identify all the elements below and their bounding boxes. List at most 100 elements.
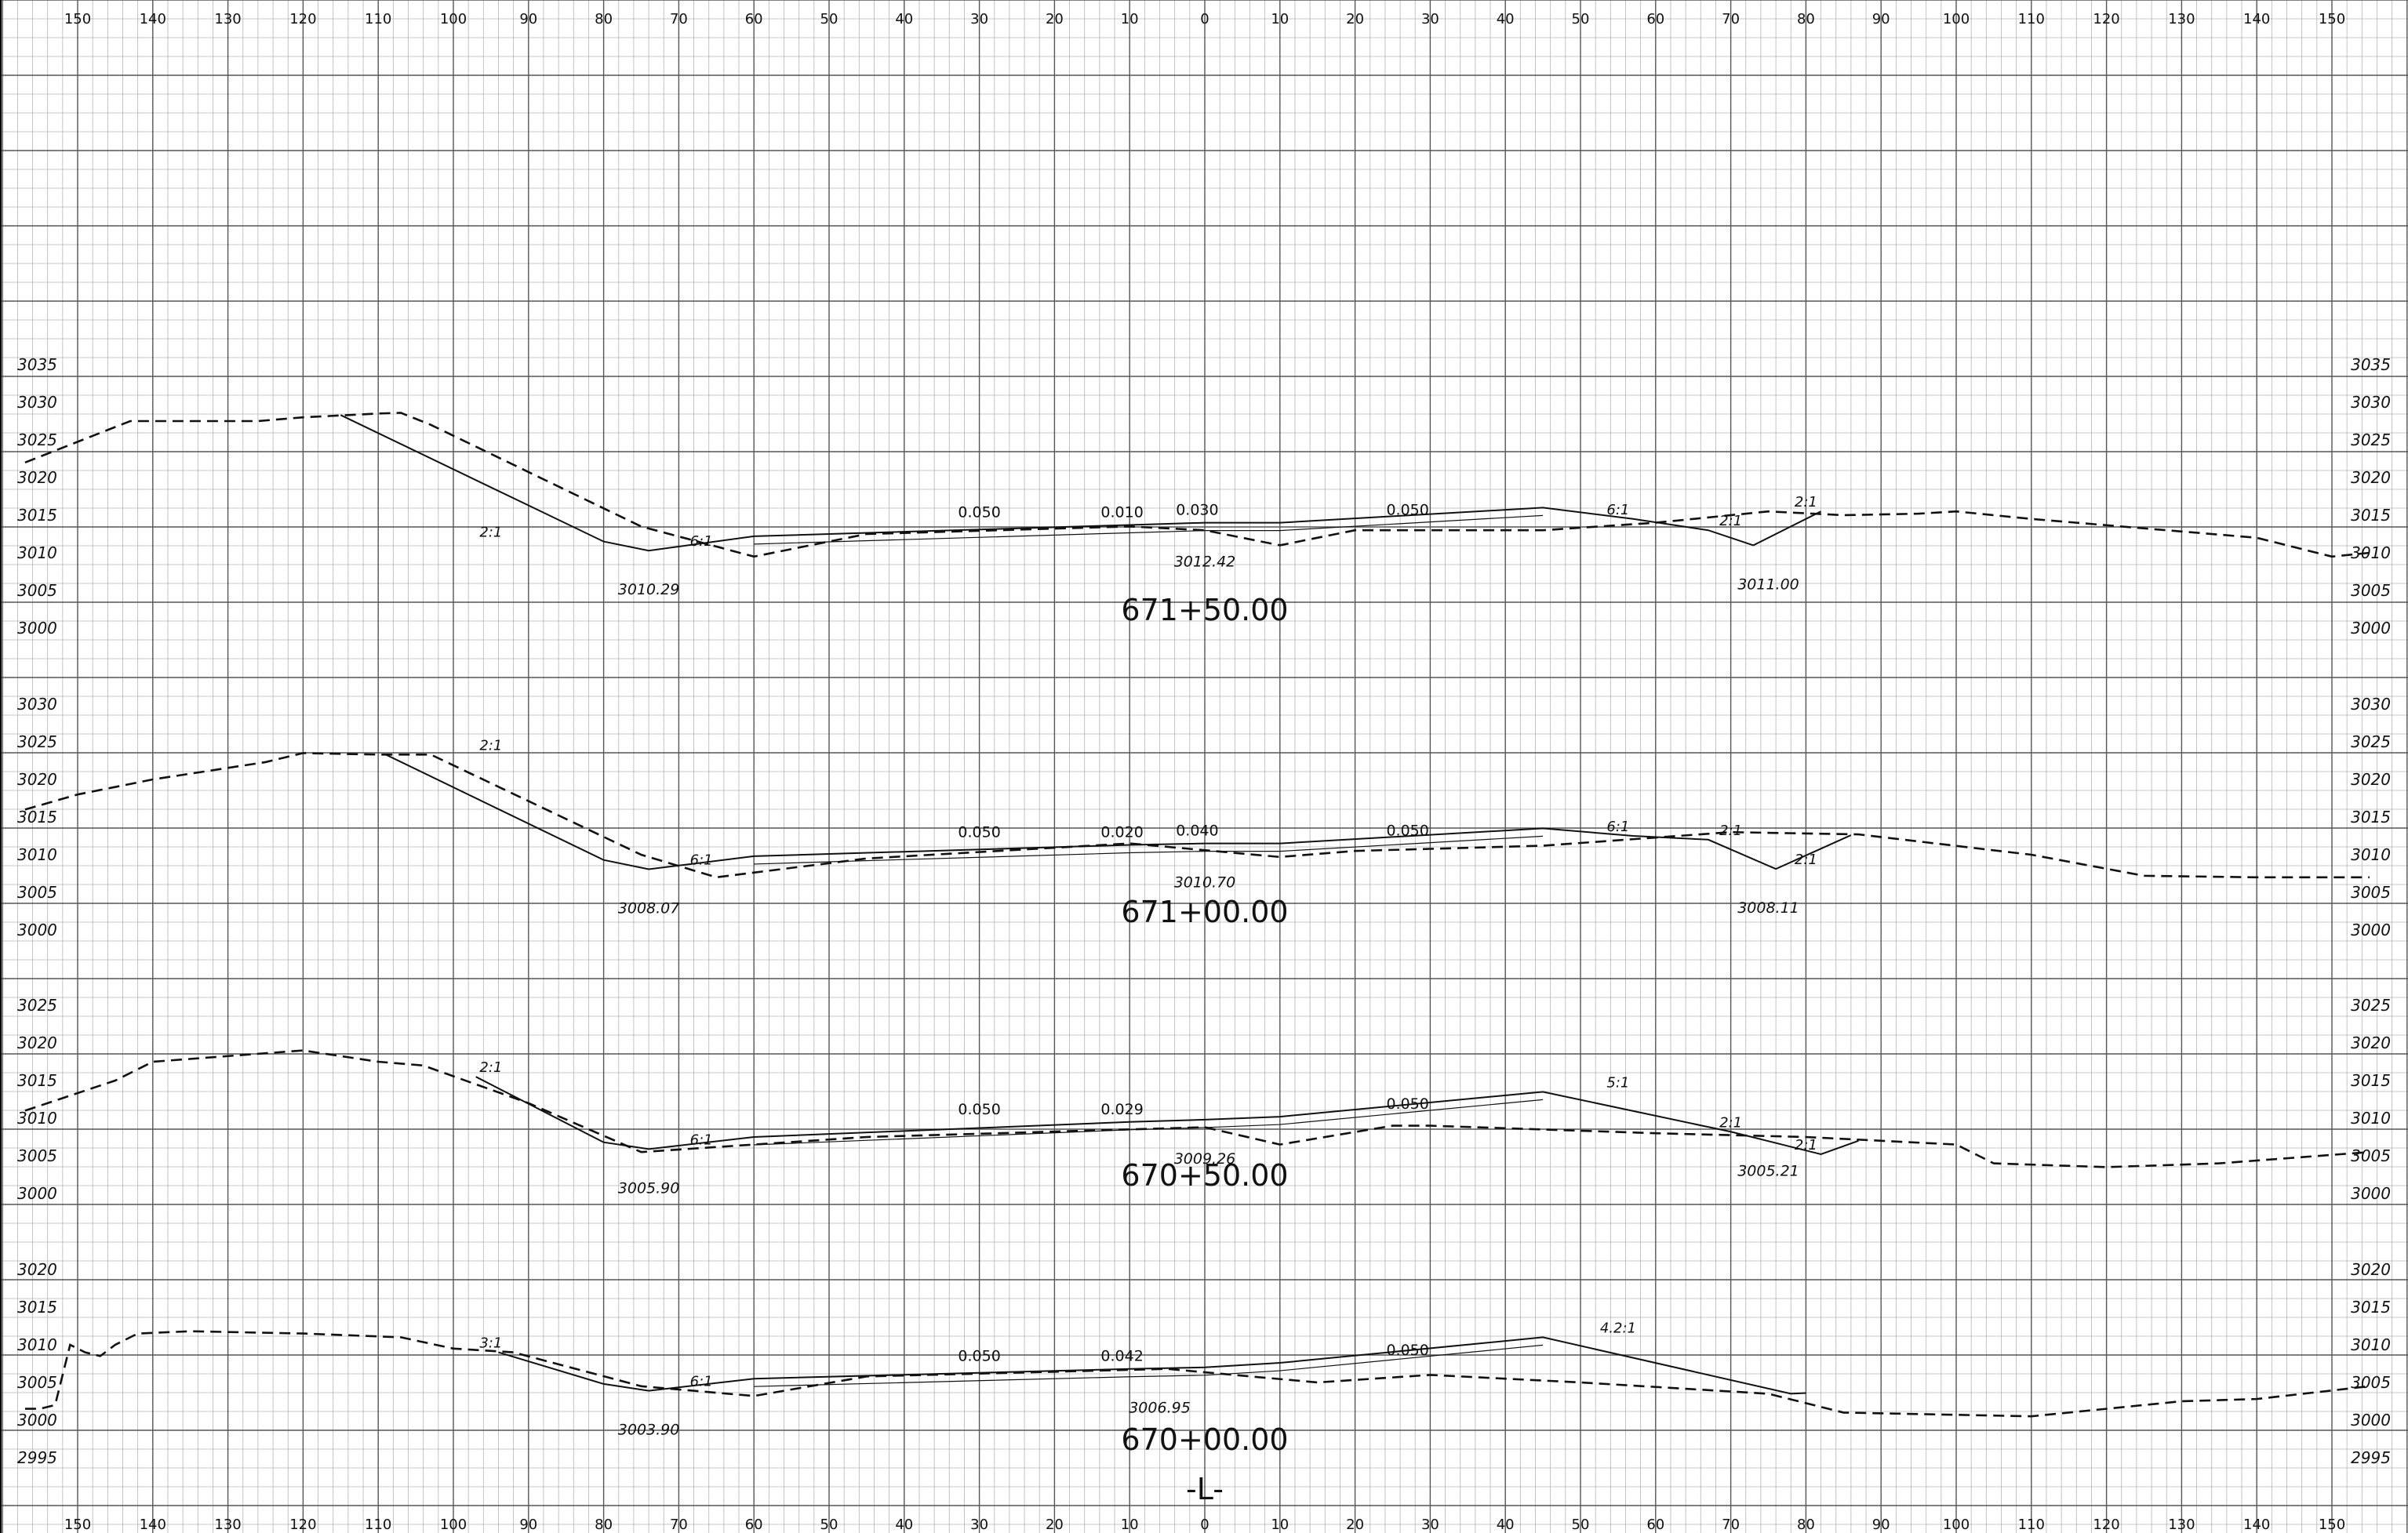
offset-label-bottom: 40 [895,1517,913,1533]
elevation-label-left: 3015 [17,1298,57,1317]
offset-label-top: 30 [970,11,988,27]
offset-label-bottom: 90 [1872,1517,1890,1533]
elevation-label-right: 3000 [2351,1184,2391,1203]
section-671+50.00: 3035 3035 3030 3030 3025 3025 3020 3020 3015 3015… [17,355,2391,638]
point-elevation-label: 3011.00 [1737,576,1799,593]
offset-label-top: 60 [1646,11,1664,27]
offset-label-top: 100 [1943,11,1970,27]
elevation-label-left: 3020 [17,1260,57,1279]
pavement-bottom-line [754,1099,1544,1146]
offset-label-top: 140 [2243,11,2270,27]
offset-label-bottom: 130 [2168,1517,2195,1533]
offset-label-bottom: 30 [1421,1517,1439,1533]
side-slope-label: 6:1 [1606,819,1629,835]
existing-ground-line [24,752,2370,879]
elevation-label-left: 3010 [17,1335,57,1354]
offset-label-top: 40 [1497,11,1515,27]
elevation-label-left: 3010 [17,543,57,562]
elevation-label-left: 3010 [17,1109,57,1128]
elevation-label-left: 3025 [17,996,57,1015]
offset-label-top: 20 [1046,11,1064,27]
offset-label-bottom: 150 [64,1517,91,1533]
offset-label-bottom: 70 [1722,1517,1740,1533]
cross-slope-label: 0.050 [1386,1095,1428,1113]
offset-label-bottom: 140 [140,1517,166,1533]
elevation-label-right: 3015 [2351,808,2391,826]
station-label: 671+00.00 [1121,895,1288,929]
elevation-label-left: 3005 [17,581,57,600]
section-670+00.00: 3020 3020 3015 3015 3010 3010 3005 3005 3000 3000… [17,1260,2391,1467]
point-elevation-label: 3012.42 [1174,554,1236,571]
offset-label-bottom: 60 [1646,1517,1664,1533]
elevation-label-right: 3000 [2351,921,2391,939]
elevation-label-right: 3010 [2351,1335,2391,1354]
cross-slope-label: 0.050 [1386,1342,1428,1359]
side-slope-label: 4.2:1 [1600,1320,1636,1336]
side-slope-label: 5:1 [1606,1074,1629,1091]
proposed-grade-line [498,1336,1806,1395]
elevation-label-left: 3000 [17,1184,57,1203]
offset-label-bottom: 20 [1046,1517,1064,1533]
elevation-label-right: 3025 [2351,430,2391,449]
elevation-label-left: 3000 [17,619,57,638]
side-slope-label: 6:1 [690,533,713,550]
station-label: 670+00.00 [1121,1422,1288,1457]
section-671+00.00: 3030 3030 3025 3025 3020 3020 3015 3015 3010 3010… [17,695,2391,939]
elevation-label-right: 3035 [2351,355,2391,374]
elevation-label-right: 3005 [2351,1146,2391,1165]
offset-scale-bottom: 150 140 130 120 110 100 90 80 70 60 50 40 30 20 10 0 10 2… [64,1517,2345,1533]
elevation-label-left: 3035 [17,355,57,374]
offset-label-top: 90 [519,11,537,27]
elevation-label-left: 3030 [17,393,57,412]
elevation-label-right: 3020 [2351,770,2391,789]
offset-label-top: 110 [365,11,391,27]
elevation-label-right: 3015 [2351,506,2391,525]
proposed-grade-line [385,754,1852,870]
cross-sections: 3035 3035 3030 3030 3025 3025 3020 3020 3015 3015… [17,355,2391,1467]
offset-label-top: 150 [2319,11,2345,27]
point-elevation-label: 3005.90 [618,1179,680,1197]
point-elevation-label: 3003.90 [618,1422,680,1439]
station-label: 671+50.00 [1121,593,1288,627]
elevation-label-right: 3000 [2351,619,2391,638]
side-slope-label: 2:1 [1719,513,1742,529]
point-elevation-label: 3010.70 [1174,874,1236,892]
pavement-bottom-line [754,1344,1544,1387]
side-slope-label: 2:1 [479,1059,502,1076]
offset-label-bottom: 120 [2093,1517,2119,1533]
elevation-label-left: 3020 [17,1034,57,1052]
pavement-bottom-line [754,514,1544,545]
offset-label-top: 40 [895,11,913,27]
offset-label-top: 0 [1200,11,1209,27]
point-elevation-label: 3009.26 [1174,1150,1236,1168]
side-slope-label: 2:1 [1795,1137,1817,1153]
point-elevation-label: 3006.95 [1129,1400,1191,1417]
cross-slope-label: 0.029 [1100,1101,1143,1118]
cross-slope-label: 0.050 [958,1101,1000,1118]
station-label: 670+50.00 [1121,1158,1288,1193]
elevation-label-left: 3005 [17,1373,57,1392]
offset-label-top: 140 [140,11,166,27]
offset-label-top: 110 [2018,11,2045,27]
offset-label-bottom: 110 [365,1517,391,1533]
cross-slope-label: 0.050 [958,824,1000,841]
offset-label-top: 150 [64,11,91,27]
offset-label-bottom: 130 [214,1517,241,1533]
offset-label-bottom: 10 [1121,1517,1139,1533]
elevation-label-right: 3000 [2351,1411,2391,1429]
elevation-label-left: 3015 [17,1071,57,1090]
point-elevation-label: 3008.11 [1737,899,1799,917]
offset-label-top: 130 [214,11,241,27]
offset-label-bottom: 10 [1271,1517,1289,1533]
side-slope-label: 3:1 [479,1335,502,1352]
elevation-label-right: 3020 [2351,1260,2391,1279]
offset-label-bottom: 100 [440,1517,467,1533]
point-elevation-label: 3005.21 [1737,1162,1799,1179]
elevation-label-right: 3020 [2351,468,2391,487]
elevation-label-left: 3010 [17,845,57,864]
offset-label-top: 120 [289,11,316,27]
existing-ground-line [24,1049,2370,1168]
offset-label-top: 70 [670,11,688,27]
